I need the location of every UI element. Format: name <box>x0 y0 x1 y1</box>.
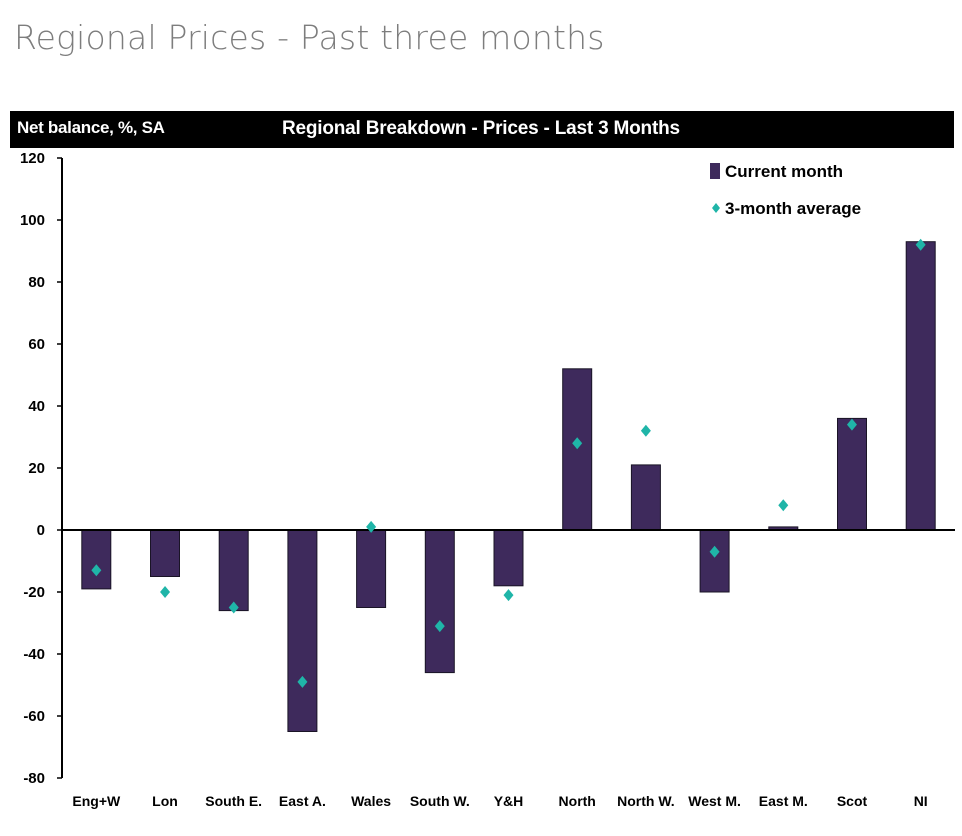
y-tick-label: -40 <box>23 646 45 663</box>
category-label: West M. <box>688 793 741 809</box>
category-label: Lon <box>152 793 178 809</box>
legend-diamond-marker <box>712 203 720 213</box>
y-tick-label: 60 <box>28 336 45 353</box>
bar-current-month <box>905 241 936 531</box>
marker-3-month-average <box>91 564 102 577</box>
bar-current-month <box>562 368 593 531</box>
page-title: Regional Prices - Past three months <box>14 18 605 57</box>
legend-label-3-month-average: 3-month average <box>725 199 861 218</box>
category-label: NI <box>914 793 928 809</box>
category-label: North W. <box>617 793 675 809</box>
marker-3-month-average <box>846 418 857 431</box>
marker-3-month-average <box>228 601 239 614</box>
bar-current-month <box>287 529 318 732</box>
marker-3-month-average <box>503 589 514 602</box>
y-tick-label: 20 <box>28 460 45 477</box>
marker-3-month-average <box>778 499 789 512</box>
y-tick-label: 120 <box>20 150 45 167</box>
legend-bar-swatch <box>710 163 720 179</box>
bar-current-month <box>424 529 455 674</box>
marker-3-month-average <box>915 238 926 251</box>
category-label: Y&H <box>494 793 524 809</box>
category-label: Scot <box>837 793 868 809</box>
bar-current-month <box>81 529 112 590</box>
category-label: East A. <box>279 793 326 809</box>
category-label: East M. <box>759 793 808 809</box>
bar-current-month <box>218 529 249 612</box>
chart-header-bar: Net balance, %, SA Regional Breakdown - … <box>10 111 954 148</box>
y-tick-label: -60 <box>23 708 45 725</box>
y-tick-label: 40 <box>28 398 45 415</box>
y-axis-unit-label: Net balance, %, SA <box>17 118 165 137</box>
category-label: South W. <box>410 793 470 809</box>
bar-current-month <box>837 417 867 531</box>
marker-3-month-average <box>640 424 651 437</box>
marker-3-month-average <box>434 620 445 633</box>
y-tick-label: 80 <box>28 274 45 291</box>
legend-label-current-month: Current month <box>725 162 843 181</box>
marker-3-month-average <box>572 437 583 450</box>
bar-current-month <box>150 529 180 577</box>
category-label: South E. <box>205 793 262 809</box>
y-tick-label: 0 <box>37 522 45 539</box>
category-label: Eng+W <box>72 793 121 809</box>
y-tick-label: -20 <box>23 584 45 601</box>
marker-3-month-average <box>297 675 308 688</box>
y-tick-label: 100 <box>20 212 45 229</box>
bar-current-month <box>493 529 524 587</box>
marker-3-month-average <box>160 586 171 598</box>
legend: Current month 3-month average <box>710 162 861 218</box>
bar-current-month <box>356 529 387 608</box>
marker-3-month-average <box>709 545 720 558</box>
chart-title: Regional Breakdown - Prices - Last 3 Mon… <box>282 118 680 139</box>
marker-3-month-average <box>366 520 377 533</box>
category-label: North <box>559 793 596 809</box>
y-tick-label: -80 <box>23 770 45 787</box>
bar-current-month <box>630 464 661 531</box>
category-label: Wales <box>351 793 391 809</box>
bar-current-month <box>699 529 730 593</box>
